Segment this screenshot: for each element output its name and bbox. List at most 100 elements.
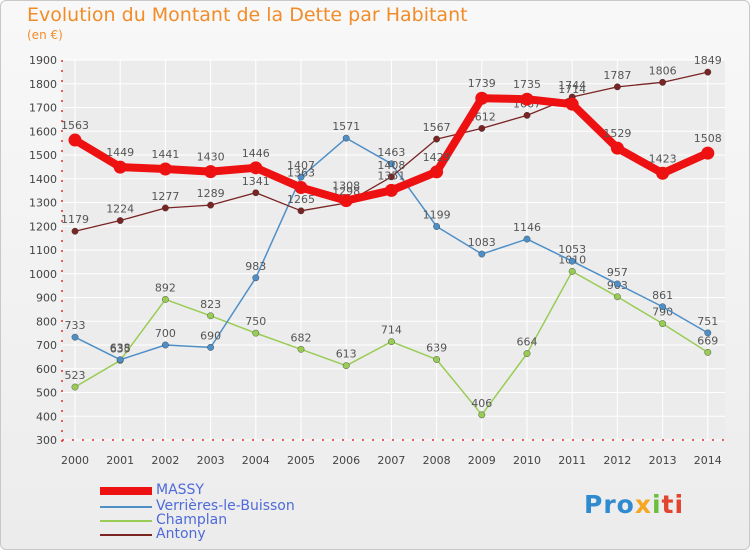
- data-label-champlan: 664: [517, 336, 538, 349]
- data-point-champlan: [433, 356, 440, 363]
- x-tick-label: 2001: [106, 454, 134, 467]
- data-label-champlan: 613: [336, 348, 357, 361]
- data-label-massy: 1563: [61, 119, 89, 132]
- data-label-antony: 1277: [151, 190, 179, 203]
- data-point-antony: [659, 78, 666, 86]
- data-label-massy: 1735: [513, 78, 541, 91]
- data-point-champlan: [252, 329, 260, 337]
- legend-item-champlan: Champlan: [100, 512, 360, 528]
- x-tick-label: 2008: [423, 454, 451, 467]
- data-label-antony: 1806: [649, 64, 677, 77]
- proxiti-logo: Proxiti: [584, 490, 685, 519]
- y-tick-label: 1700: [29, 102, 57, 115]
- data-label-massy: 1423: [649, 152, 677, 165]
- data-point-massy: [204, 165, 218, 179]
- data-point-champlan: [478, 411, 486, 419]
- data-point-verrieres-le-buisson: [614, 280, 621, 288]
- data-label-antony: 1787: [603, 69, 631, 82]
- data-point-verrieres-le-buisson: [207, 343, 215, 351]
- y-tick-label: 500: [36, 387, 57, 400]
- data-label-champlan: 892: [155, 281, 176, 294]
- data-label-verrieres-le-buisson: 861: [652, 289, 673, 302]
- data-point-verrieres-le-buisson: [161, 341, 169, 349]
- data-label-massy: 1429: [423, 151, 451, 164]
- y-tick-label: 900: [36, 292, 57, 305]
- data-label-verrieres-le-buisson: 733: [65, 319, 86, 332]
- data-label-antony: 1289: [197, 187, 225, 200]
- x-tick-label: 2007: [377, 454, 405, 467]
- data-point-massy: [158, 162, 172, 176]
- legend-swatch-champlan: [100, 520, 152, 522]
- data-label-massy: 1441: [151, 148, 179, 161]
- legend-swatch-massy: [100, 487, 152, 495]
- x-tick-label: 2000: [61, 454, 89, 467]
- y-tick-label: 1500: [29, 149, 57, 162]
- data-label-champlan: 669: [697, 334, 718, 347]
- data-label-champlan: 406: [471, 397, 492, 410]
- data-label-champlan: 523: [65, 369, 86, 382]
- legend-label-antony: Antony: [156, 526, 206, 542]
- data-point-massy: [520, 92, 534, 106]
- data-point-antony: [523, 111, 531, 119]
- data-point-antony: [704, 68, 712, 76]
- data-point-verrieres-le-buisson: [659, 303, 666, 311]
- data-point-antony: [614, 83, 621, 91]
- data-point-massy: [430, 165, 444, 179]
- data-point-massy: [113, 160, 127, 174]
- data-label-verrieres-le-buisson: 1407: [287, 159, 315, 172]
- y-tick-label: 1200: [29, 220, 57, 233]
- y-tick-label: 1300: [29, 197, 57, 210]
- data-point-verrieres-le-buisson: [116, 356, 124, 364]
- unit-label: (en €): [27, 28, 63, 42]
- x-tick-label: 2006: [332, 454, 360, 467]
- legend-swatch-verrieres: [100, 506, 152, 508]
- data-point-antony: [252, 189, 260, 197]
- data-label-massy: 1363: [287, 167, 315, 180]
- legend-item-antony: Antony: [100, 526, 360, 542]
- data-label-massy: 1714: [558, 83, 586, 96]
- x-tick-label: 2005: [287, 454, 315, 467]
- data-label-verrieres-le-buisson: 700: [155, 327, 176, 340]
- data-point-verrieres-le-buisson: [71, 333, 79, 341]
- data-point-verrieres-le-buisson: [433, 223, 440, 230]
- data-label-champlan: 714: [381, 324, 402, 337]
- data-point-massy: [294, 181, 308, 195]
- data-label-antony: 1408: [377, 159, 405, 172]
- legend-label-verrieres: Verrières-le-Buisson: [156, 498, 295, 514]
- data-point-champlan: [161, 295, 169, 303]
- x-tick-label: 2014: [694, 454, 722, 467]
- data-label-antony: 1567: [423, 121, 451, 134]
- data-label-verrieres-le-buisson: 751: [697, 315, 718, 328]
- data-point-champlan: [342, 362, 350, 370]
- data-point-massy: [339, 194, 353, 208]
- data-point-massy: [656, 166, 670, 180]
- data-label-massy: 1508: [694, 132, 722, 145]
- data-point-champlan: [207, 312, 215, 320]
- y-tick-label: 1400: [29, 173, 57, 186]
- data-point-champlan: [659, 320, 666, 328]
- data-label-champlan: 750: [245, 315, 266, 328]
- y-tick-label: 1100: [29, 244, 57, 257]
- data-point-massy: [565, 97, 579, 111]
- data-label-antony: 1341: [242, 175, 270, 188]
- data-point-verrieres-le-buisson: [252, 274, 260, 282]
- data-label-champlan: 790: [652, 306, 673, 319]
- x-tick-label: 2011: [558, 454, 586, 467]
- data-label-antony: 1744: [558, 79, 586, 92]
- legend-label-massy: MASSY: [156, 482, 204, 498]
- chart-title: Evolution du Montant de la Dette par Hab…: [27, 4, 468, 26]
- y-tick-label: 300: [36, 434, 57, 447]
- y-tick-label: 1600: [29, 125, 57, 138]
- data-point-champlan: [523, 350, 531, 357]
- data-label-champlan: 823: [200, 298, 221, 311]
- data-label-antony: 1224: [106, 203, 134, 216]
- data-point-massy: [610, 141, 624, 155]
- data-label-verrieres-le-buisson: 1463: [377, 146, 405, 159]
- data-label-massy: 1430: [197, 151, 225, 164]
- y-tick-label: 600: [36, 363, 57, 376]
- data-point-massy: [68, 133, 82, 147]
- data-point-verrieres-le-buisson: [387, 160, 395, 168]
- data-label-massy: 1739: [468, 77, 496, 90]
- data-point-antony: [297, 207, 305, 215]
